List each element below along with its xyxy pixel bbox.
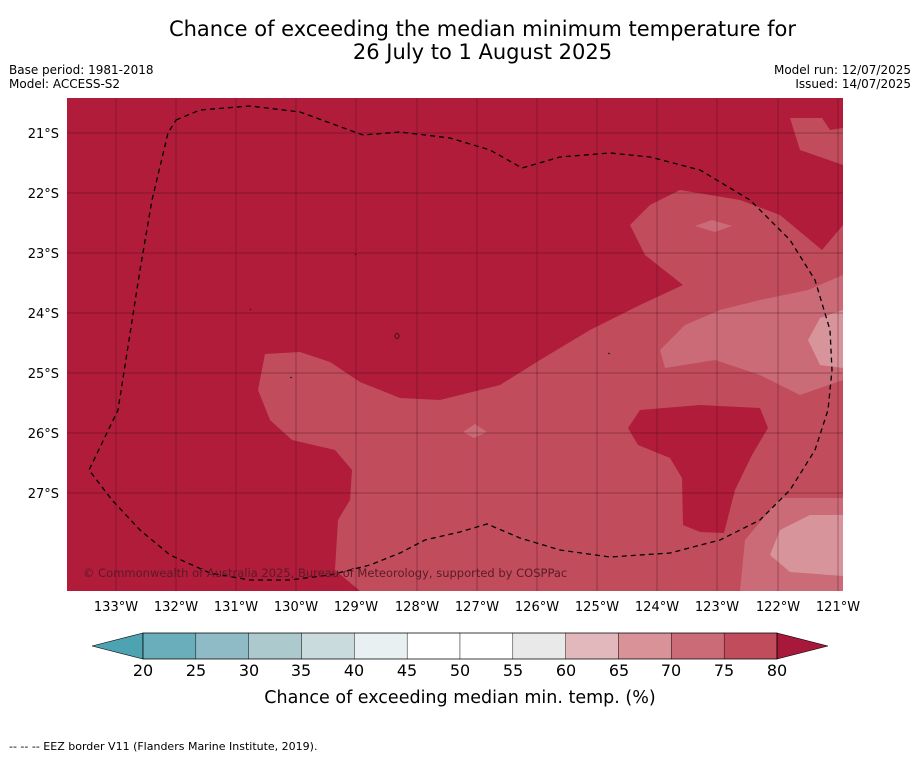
colorbar-tick: 55 <box>503 661 523 680</box>
issued-date: Issued: 14/07/2025 <box>795 77 911 91</box>
lon-label: 133°W <box>94 600 138 615</box>
colorbar-cells <box>142 632 778 660</box>
lat-label: 23°S <box>28 247 59 262</box>
colorbar-tick: 75 <box>714 661 734 680</box>
colorbar-cell <box>406 632 461 660</box>
colorbar-cell <box>618 632 672 660</box>
graticule <box>67 98 843 591</box>
colorbar-tick: 70 <box>661 661 681 680</box>
lat-label: 21°S <box>28 127 59 142</box>
lat-label: 25°S <box>28 367 59 382</box>
base-period: Base period: 1981-2018 <box>9 63 154 77</box>
colorbar: 20 25 30 35 40 45 50 55 60 65 70 75 80 C… <box>91 632 829 708</box>
colorbar-tick: 25 <box>186 661 206 680</box>
colorbar-high-arrow <box>776 632 829 660</box>
colorbar-cell <box>671 632 725 660</box>
lat-label: 27°S <box>28 487 59 502</box>
colorbar-cell <box>512 632 566 660</box>
model-run: Model run: 12/07/2025 <box>773 63 911 77</box>
map-figure: © Commonwealth of Australia 2025, Bureau… <box>28 98 860 708</box>
colorbar-tick: 45 <box>397 661 417 680</box>
eez-border <box>88 105 833 581</box>
lon-label: 130°W <box>274 600 318 615</box>
model-name: Model: ACCESS-S2 <box>9 77 121 91</box>
region-70-75-east <box>660 275 843 395</box>
title-line-2: 26 July to 1 August 2025 <box>352 40 613 64</box>
lat-label: 22°S <box>28 187 59 202</box>
colorbar-frame <box>142 632 778 660</box>
colorbar-tick: 20 <box>133 661 153 680</box>
lon-label: 124°W <box>635 600 679 615</box>
map-title: Chance of exceeding the median minimum t… <box>0 18 919 64</box>
lon-label: 127°W <box>455 600 499 615</box>
colorbar-tick: 80 <box>767 661 787 680</box>
colorbar-cell <box>723 632 778 660</box>
map-area <box>67 98 843 591</box>
region-70-75-dot <box>463 424 487 438</box>
colorbar-cell <box>565 632 619 660</box>
lon-label: 129°W <box>334 600 378 615</box>
colorbar-tick: 65 <box>609 661 629 680</box>
lon-label: 122°W <box>756 600 800 615</box>
lon-label: 128°W <box>395 600 439 615</box>
lon-label: 131°W <box>214 600 258 615</box>
title-line-1: Chance of exceeding the median minimum t… <box>168 17 797 41</box>
lon-label: 121°W <box>816 600 860 615</box>
lon-label: 126°W <box>515 600 559 615</box>
lon-labels: 133°W 132°W 131°W 130°W 129°W 128°W 127°… <box>94 600 860 615</box>
lon-label: 132°W <box>154 600 198 615</box>
colorbar-cell <box>301 632 355 660</box>
model-info: Base period: 1981-2018 Model: ACCESS-S2 <box>9 63 154 91</box>
lat-label: 26°S <box>28 427 59 442</box>
colorbar-cell <box>142 632 197 660</box>
lon-label: 125°W <box>575 600 619 615</box>
colorbar-tick: 40 <box>344 661 364 680</box>
lat-label: 24°S <box>28 307 59 322</box>
region-65-70-east <box>808 310 843 368</box>
colorbar-cell <box>195 632 249 660</box>
colorbar-tick: 30 <box>239 661 259 680</box>
lon-label: 123°W <box>695 600 739 615</box>
islands <box>249 253 611 379</box>
colorbar-tick: 60 <box>556 661 576 680</box>
colorbar-tick: 50 <box>450 661 470 680</box>
lat-labels: 21°S 22°S 23°S 24°S 25°S 26°S 27°S <box>28 127 59 502</box>
region-70-75-small <box>695 220 732 232</box>
region-gt80-pocket <box>628 405 768 533</box>
colorbar-tick: 35 <box>291 661 311 680</box>
colorbar-cell <box>248 632 302 660</box>
run-info: Model run: 12/07/2025 Issued: 14/07/2025 <box>774 63 911 91</box>
eez-footnote: -- -- -- EEZ border V11 (Flanders Marine… <box>9 740 318 753</box>
colorbar-cell <box>354 632 408 660</box>
colorbar-cell <box>459 632 514 660</box>
colorbar-low-arrow <box>91 632 144 660</box>
colorbar-label: Chance of exceeding median min. temp. (%… <box>264 688 655 708</box>
region-65-70-south <box>770 515 843 576</box>
copyright-text: © Commonwealth of Australia 2025, Bureau… <box>83 566 567 580</box>
